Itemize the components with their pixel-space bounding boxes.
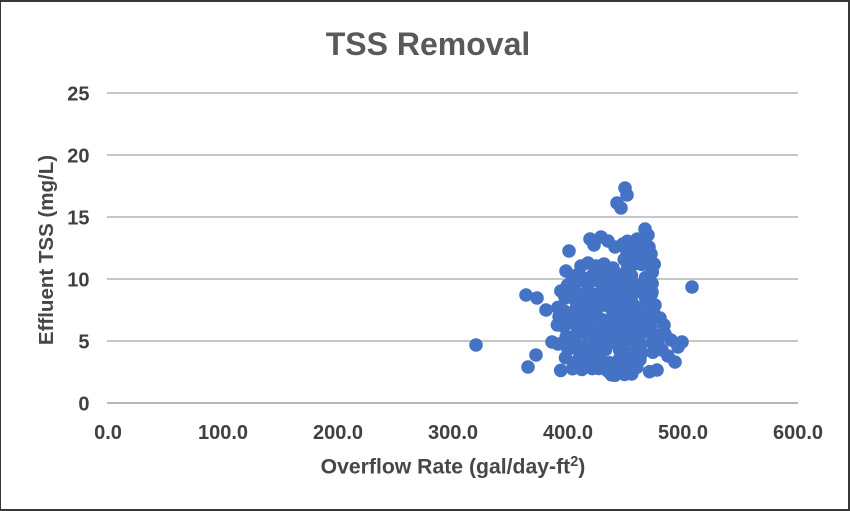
svg-text:500.0: 500.0 [658,422,708,444]
svg-text:15: 15 [67,207,89,229]
svg-text:25: 25 [67,83,89,105]
svg-text:10: 10 [67,269,89,291]
svg-text:400.0: 400.0 [543,422,593,444]
svg-text:Overflow Rate (gal/day-ft2): Overflow Rate (gal/day-ft2) [321,454,586,479]
svg-text:0: 0 [78,393,89,415]
svg-text:Effluent TSS (mg/L): Effluent TSS (mg/L) [35,155,58,345]
svg-text:200.0: 200.0 [313,422,363,444]
svg-text:TSS Removal: TSS Removal [326,26,531,62]
svg-text:5: 5 [78,331,89,353]
svg-text:20: 20 [67,145,89,167]
svg-text:100.0: 100.0 [198,422,248,444]
svg-text:0.0: 0.0 [94,422,122,444]
svg-text:300.0: 300.0 [428,422,478,444]
svg-text:600.0: 600.0 [773,422,823,444]
